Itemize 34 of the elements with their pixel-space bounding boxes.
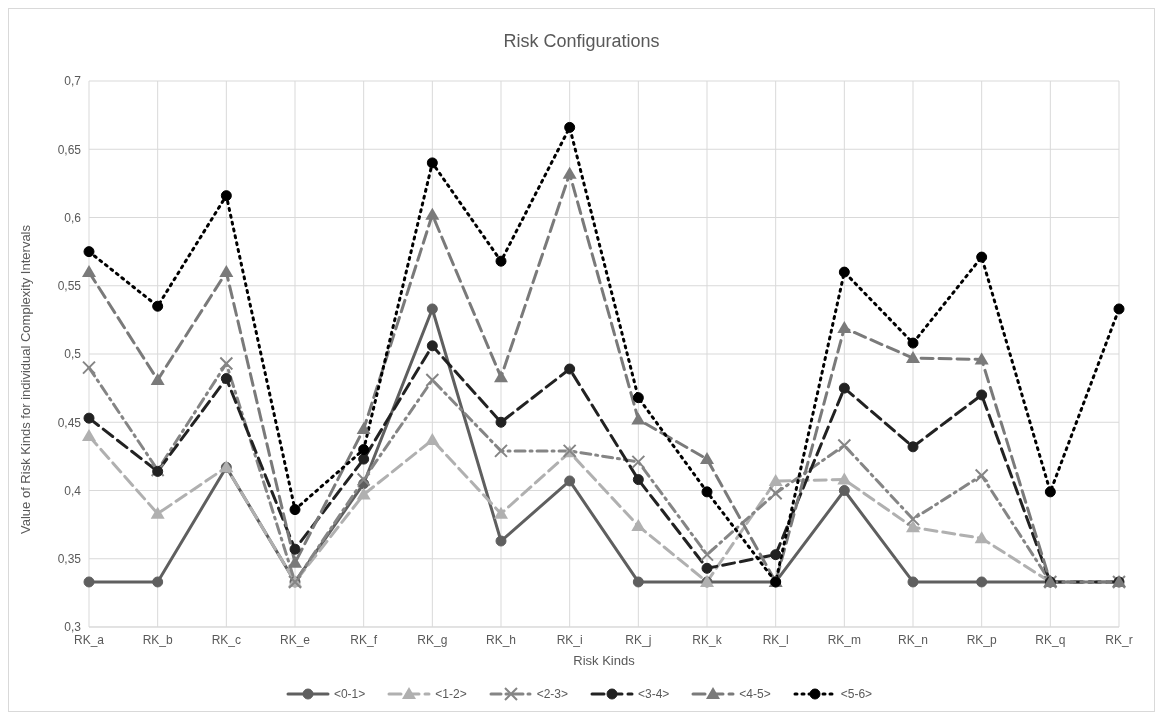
x-tick-label: RK_r xyxy=(1105,632,1133,647)
x-tick-label: RK_k xyxy=(692,632,723,647)
y-tick-label: 0,7 xyxy=(64,74,82,89)
x-tick-label: RK_n xyxy=(897,632,929,647)
legend-label: <1-2> xyxy=(435,687,467,701)
x-tick-label: RK_c xyxy=(211,632,242,647)
x-tick-label: RK_q xyxy=(1035,632,1066,647)
x-tick-label: RK_f xyxy=(350,632,378,647)
y-tick-label: 0,35 xyxy=(57,552,82,567)
x-tick-label: RK_m xyxy=(827,632,862,647)
legend-label: <5-6> xyxy=(840,687,873,701)
y-tick-label: 0,4 xyxy=(64,483,82,498)
legend-label: <3-4> xyxy=(638,687,670,701)
legend-label: <4-5> xyxy=(739,687,771,701)
x-tick-label: RK_b xyxy=(142,632,173,647)
x-tick-label: RK_p xyxy=(966,632,997,647)
x-tick-label: RK_i xyxy=(556,632,583,647)
y-tick-label: 0,3 xyxy=(64,620,82,635)
x-tick-label: RK_j xyxy=(625,632,652,647)
x-tick-label: RK_g xyxy=(417,632,448,647)
legend-label: <2-3> xyxy=(536,687,568,701)
y-tick-label: 0,6 xyxy=(64,210,82,225)
legend-label: <0-1> xyxy=(333,687,366,701)
x-tick-label: RK_a xyxy=(73,632,105,647)
y-axis-title: Value of Risk Kinds for individual Complexity Intervals xyxy=(17,224,33,534)
chart-title: Risk Configurations xyxy=(502,30,661,53)
y-tick-label: 0,5 xyxy=(64,347,82,362)
x-tick-label: RK_h xyxy=(485,632,517,647)
y-tick-label: 0,55 xyxy=(57,279,82,294)
y-tick-label: 0,45 xyxy=(57,415,82,430)
x-tick-label: RK_e xyxy=(279,632,311,647)
y-tick-label: 0,65 xyxy=(57,142,82,157)
x-tick-label: RK_l xyxy=(762,632,789,647)
x-axis-title: Risk Kinds xyxy=(573,653,636,668)
